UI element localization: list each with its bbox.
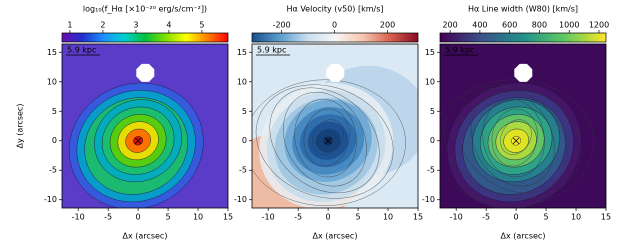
scale-label: 5.9 kpc xyxy=(67,46,96,55)
x-tick-label: 10 xyxy=(383,213,393,222)
colorbar xyxy=(61,32,229,43)
x-tick-label: -5 xyxy=(482,213,490,222)
colorbar-label: log₁₀(f_Hα [×10⁻²⁰ erg/s/cm⁻²]) xyxy=(83,5,207,14)
x-tick-label: 15 xyxy=(223,213,233,222)
contour xyxy=(303,108,350,167)
contour xyxy=(312,119,344,155)
contour xyxy=(269,87,380,194)
colorbar-tick-label: 1000 xyxy=(559,21,579,30)
y-tick-label: 10 xyxy=(237,77,247,86)
x-tick-label: 0 xyxy=(326,213,331,222)
colorbar-tick-label: 1200 xyxy=(589,21,609,30)
colorbar-tick-label: 2 xyxy=(100,21,105,30)
colorbar-tick-label: 600 xyxy=(502,21,517,30)
scale-label: 5.9 kpc xyxy=(445,46,474,55)
y-tick-label: -10 xyxy=(234,195,247,204)
y-tick-label: 15 xyxy=(237,48,247,57)
axes-frame xyxy=(439,43,607,209)
colorbar-tick-label: 200 xyxy=(442,21,457,30)
contour xyxy=(500,119,532,155)
x-tick-label: -10 xyxy=(72,213,85,222)
colorbar xyxy=(251,32,419,43)
x-tick-label: -5 xyxy=(104,213,112,222)
colorbar xyxy=(439,32,607,43)
x-tick-label: 5 xyxy=(356,213,361,222)
x-tick-label: -5 xyxy=(294,213,302,222)
colorbar-label: Hα Line width (W80) [km/s] xyxy=(468,5,578,14)
contour xyxy=(443,84,582,199)
y-tick-label: 15 xyxy=(47,48,57,57)
colorbar-tick-label: 800 xyxy=(532,21,547,30)
center-marker xyxy=(512,137,520,145)
x-axis-label: Δx (arcsec) xyxy=(313,232,358,241)
scale-label: 5.9 kpc xyxy=(257,46,286,55)
contour xyxy=(491,108,538,167)
x-tick-label: 5 xyxy=(544,213,549,222)
contour xyxy=(457,87,568,194)
colorbar-tick-label: 1 xyxy=(67,21,72,30)
contour xyxy=(470,91,555,187)
y-tick-label: -10 xyxy=(422,195,435,204)
y-tick-label: 0 xyxy=(52,136,57,145)
y-tick-label: 0 xyxy=(430,136,435,145)
contour xyxy=(294,99,357,178)
masked-region xyxy=(136,63,155,82)
masked-region xyxy=(514,63,533,82)
y-tick-label: 15 xyxy=(425,48,435,57)
map-image xyxy=(62,44,228,208)
x-tick-label: 0 xyxy=(514,213,519,222)
y-tick-label: -5 xyxy=(427,166,435,175)
axes-frame xyxy=(61,43,229,209)
x-tick-label: 5 xyxy=(166,213,171,222)
contour xyxy=(252,79,406,206)
map-image xyxy=(252,44,418,208)
x-axis-label: Δx (arcsec) xyxy=(501,232,546,241)
y-tick-label: -5 xyxy=(49,166,57,175)
colorbar-tick-label: 3 xyxy=(133,21,138,30)
contour xyxy=(482,99,545,178)
x-tick-label: 0 xyxy=(136,213,141,222)
colorbar-tick-label: -200 xyxy=(273,21,291,30)
center-marker xyxy=(324,137,332,145)
colorbar-tick-label: 4 xyxy=(166,21,171,30)
colorbar-tick-label: 5 xyxy=(199,21,204,30)
axes-frame xyxy=(251,43,419,209)
y-tick-label: 10 xyxy=(425,77,435,86)
y-axis-label: Δy (arcsec) xyxy=(16,104,25,149)
colorbar-tick-label: 400 xyxy=(472,21,487,30)
colorbar-label: Hα Velocity (v50) [km/s] xyxy=(287,5,384,14)
x-tick-label: -10 xyxy=(262,213,275,222)
x-tick-label: 10 xyxy=(571,213,581,222)
x-axis-label: Δx (arcsec) xyxy=(123,232,168,241)
x-tick-label: 15 xyxy=(601,213,611,222)
contour xyxy=(440,79,594,206)
colorbar-tick-label: 0 xyxy=(332,21,337,30)
contour xyxy=(255,84,394,199)
y-tick-label: 5 xyxy=(242,107,247,116)
y-tick-label: -5 xyxy=(239,166,247,175)
center-marker xyxy=(134,137,142,145)
contour xyxy=(282,91,367,187)
y-tick-label: 5 xyxy=(430,107,435,116)
x-tick-label: -10 xyxy=(450,213,463,222)
colorbar-tick-label: 200 xyxy=(380,21,395,30)
y-tick-label: 10 xyxy=(47,77,57,86)
y-tick-label: 5 xyxy=(52,107,57,116)
map-image xyxy=(440,44,606,208)
masked-region xyxy=(326,63,345,82)
y-tick-label: -10 xyxy=(44,195,57,204)
x-tick-label: 15 xyxy=(413,213,423,222)
y-tick-label: 0 xyxy=(242,136,247,145)
x-tick-label: 10 xyxy=(193,213,203,222)
